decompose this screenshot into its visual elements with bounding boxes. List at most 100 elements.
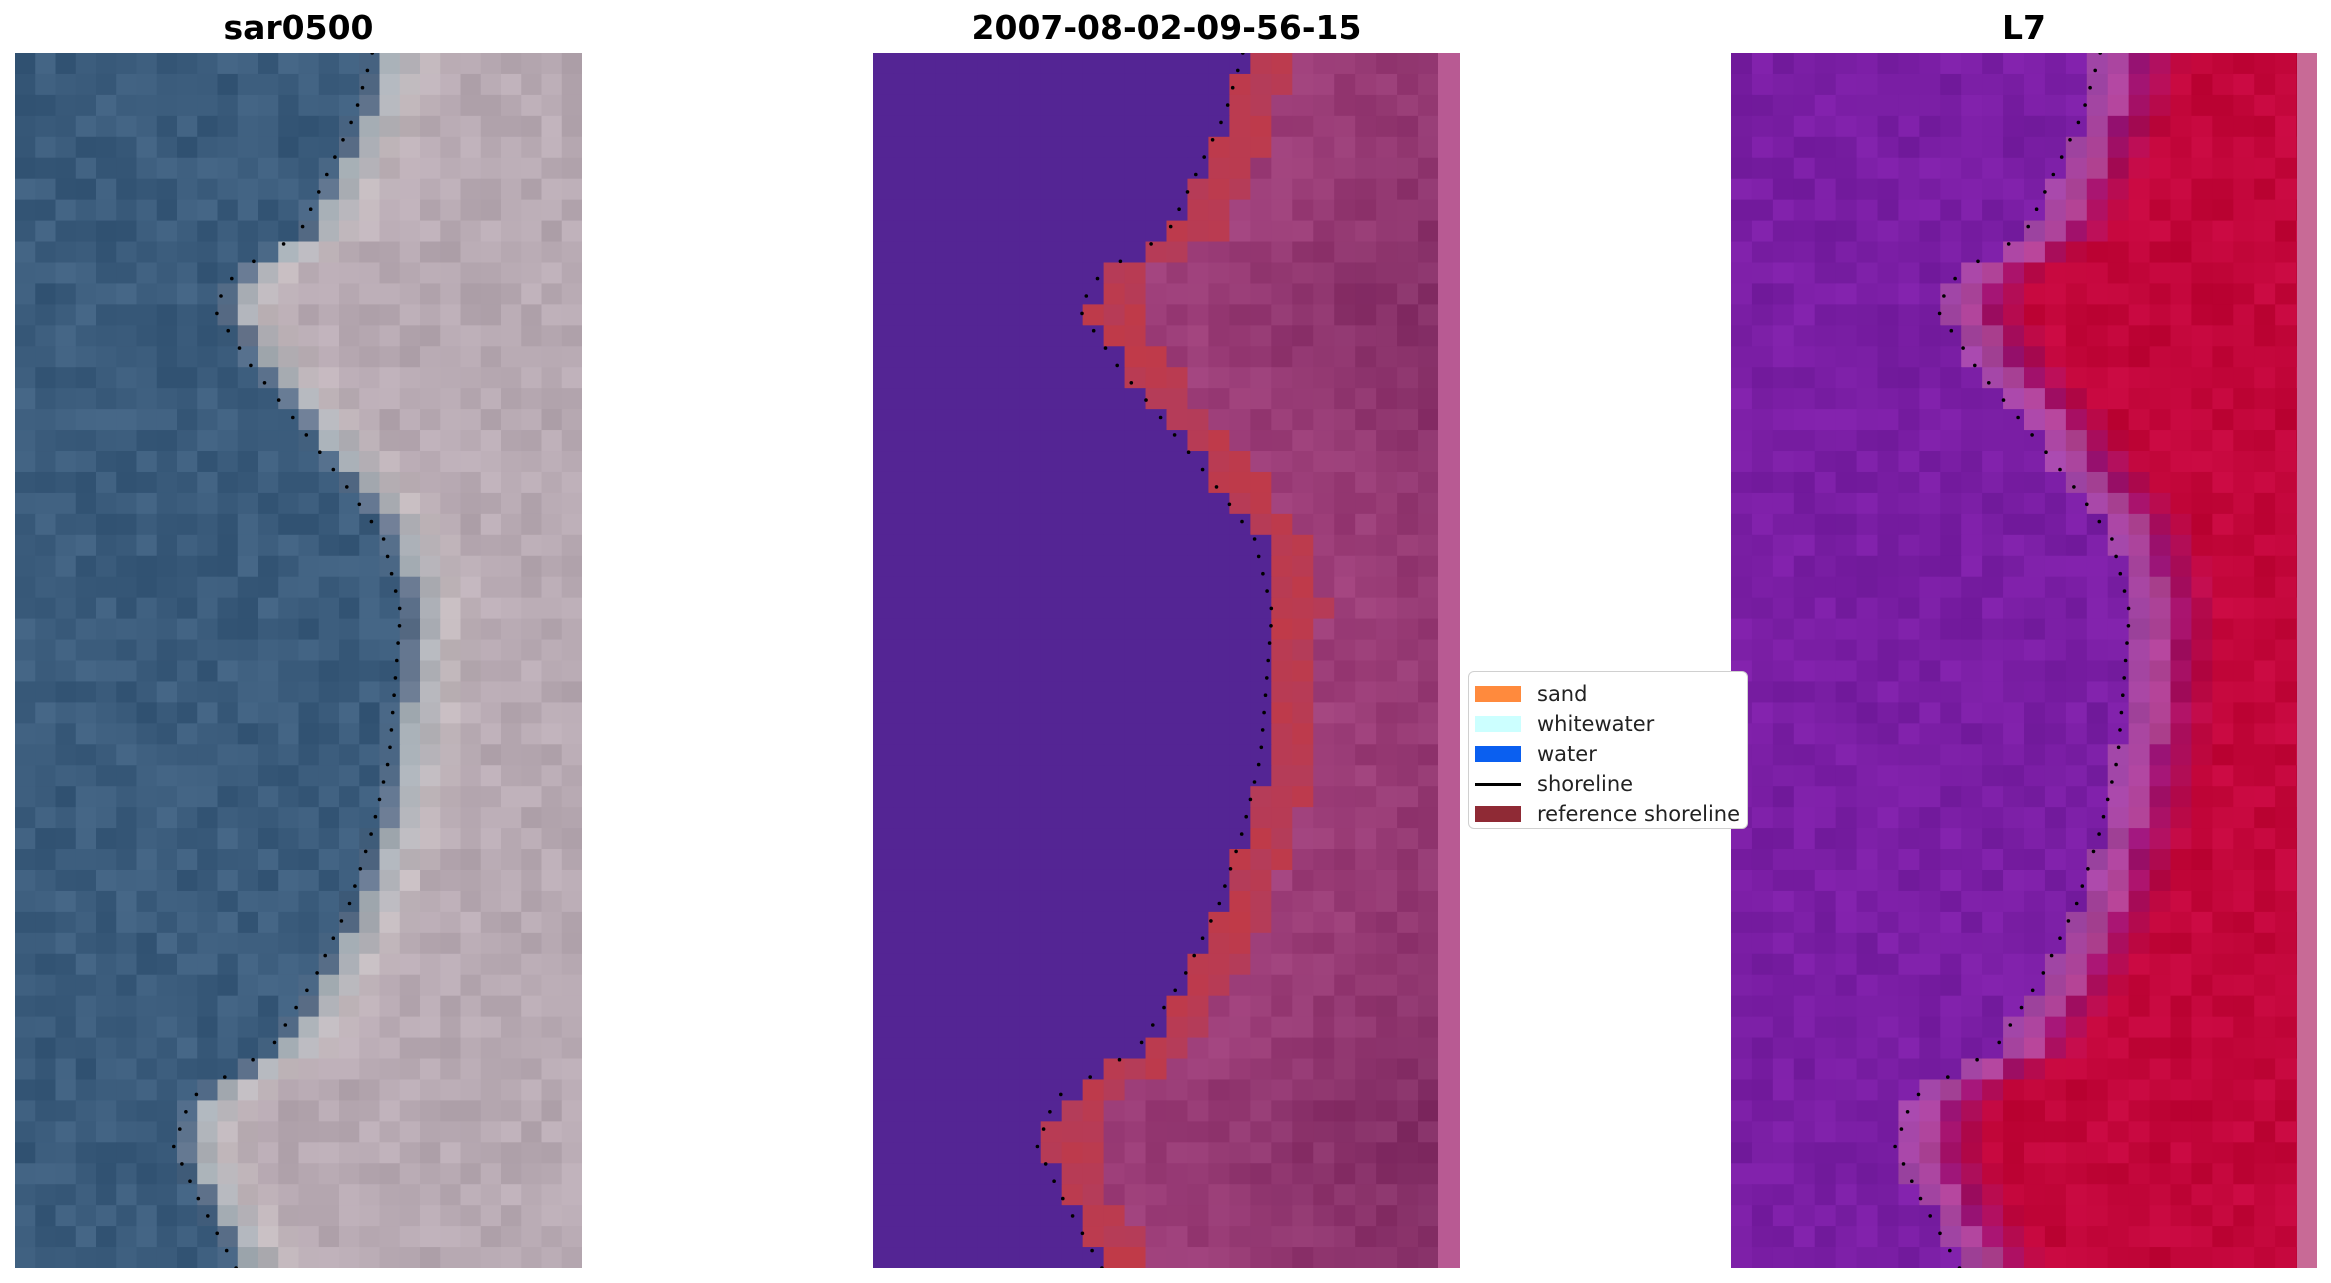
- raster-pixel: [2212, 702, 2234, 724]
- raster-pixel: [1982, 576, 2004, 599]
- raster-pixel: [460, 953, 482, 976]
- raster-pixel: [339, 1226, 360, 1248]
- raster-pixel: [1961, 786, 1983, 808]
- raster-pixel: [420, 828, 441, 850]
- shoreline-dot: [184, 1110, 188, 1114]
- raster-pixel: [1376, 1205, 1398, 1227]
- raster-pixel: [339, 1100, 360, 1122]
- raster-pixel: [75, 367, 97, 389]
- raster-pixel: [2212, 262, 2234, 285]
- raster-pixel: [1145, 911, 1168, 934]
- raster-pixel: [1397, 974, 1419, 997]
- raster-pixel: [116, 1247, 138, 1268]
- raster-pixel: [956, 1121, 979, 1143]
- raster-pixel: [2275, 430, 2297, 452]
- raster-pixel: [96, 409, 117, 431]
- raster-pixel: [561, 409, 582, 431]
- raster-pixel: [873, 995, 895, 1018]
- raster-pixel: [15, 1226, 36, 1248]
- raster-pixel: [1061, 304, 1084, 326]
- raster-pixel: [1082, 304, 1105, 326]
- raster-pixel: [2233, 1205, 2255, 1227]
- raster-pixel: [399, 199, 421, 222]
- raster-pixel: [1292, 1184, 1314, 1206]
- raster-pixel: [1061, 471, 1084, 494]
- raster-pixel: [1961, 241, 1983, 264]
- raster-pixel: [177, 262, 198, 285]
- shoreline-dot: [385, 554, 390, 559]
- raster-pixel: [1961, 660, 1983, 683]
- raster-pixel: [480, 555, 502, 578]
- raster-pixel: [1313, 534, 1335, 557]
- raster-pixel: [1731, 492, 1753, 515]
- raster-pixel: [1751, 367, 1774, 389]
- raster-pixel: [1376, 1037, 1398, 1060]
- raster-pixel: [116, 555, 138, 578]
- raster-pixel: [914, 828, 937, 850]
- raster-pixel: [1040, 262, 1063, 285]
- raster-pixel: [480, 807, 502, 829]
- raster-pixel: [177, 723, 198, 745]
- raster-pixel: [1355, 660, 1377, 683]
- raster-pixel: [521, 157, 543, 180]
- raster-pixel: [1898, 1037, 1920, 1060]
- raster-pixel: [956, 702, 979, 724]
- raster-pixel: [1397, 1058, 1419, 1081]
- raster-pixel: [1919, 1142, 1941, 1164]
- raster-pixel: [1751, 890, 1774, 913]
- raster-pixel: [956, 492, 979, 515]
- raster-pixel: [561, 367, 582, 389]
- raster-pixel: [2065, 1016, 2088, 1039]
- raster-pixel: [541, 1037, 563, 1060]
- raster-pixel: [55, 304, 77, 326]
- raster-pixel: [1919, 513, 1941, 536]
- raster-pixel: [935, 115, 958, 138]
- raster-pixel: [873, 199, 895, 222]
- raster-pixel: [1355, 849, 1377, 871]
- raster-pixel: [2275, 513, 2297, 536]
- raster-pixel: [1751, 597, 1774, 620]
- raster-pixel: [561, 1226, 582, 1248]
- raster-pixel: [480, 325, 502, 347]
- raster-pixel: [116, 744, 138, 766]
- raster-pixel: [75, 388, 97, 410]
- raster-pixel: [1355, 911, 1377, 934]
- raster-pixel: [379, 1226, 401, 1248]
- raster-pixel: [1250, 723, 1272, 745]
- raster-pixel: [1271, 995, 1293, 1018]
- raster-pixel: [217, 1142, 239, 1164]
- raster-pixel: [914, 471, 937, 494]
- shoreline-dot: [234, 1266, 238, 1268]
- raster-pixel: [1082, 890, 1105, 913]
- raster-pixel: [460, 471, 482, 494]
- raster-pixel: [2191, 869, 2213, 892]
- raster-pixel: [521, 849, 543, 871]
- raster-pixel: [1082, 1100, 1105, 1122]
- raster-pixel: [237, 388, 259, 410]
- raster-pixel: [399, 451, 421, 473]
- raster-pixel: [1835, 1163, 1858, 1185]
- raster-pixel: [2107, 597, 2130, 620]
- raster-pixel: [177, 974, 198, 997]
- raster-pixel: [1877, 953, 1900, 976]
- raster-pixel: [2086, 513, 2109, 536]
- raster-pixel: [136, 639, 158, 662]
- raster-pixel: [1271, 430, 1293, 452]
- raster-pixel: [1814, 1016, 1837, 1039]
- raster-pixel: [440, 1226, 462, 1248]
- raster-pixel: [480, 1121, 502, 1143]
- raster-pixel: [2128, 1163, 2151, 1185]
- raster-pixel: [480, 262, 502, 285]
- raster-pixel: [521, 555, 543, 578]
- raster-pixel: [339, 786, 360, 808]
- raster-pixel: [2107, 849, 2130, 871]
- raster-pixel: [2003, 1058, 2025, 1081]
- raster-pixel: [1793, 492, 1816, 515]
- raster-pixel: [359, 1226, 381, 1248]
- raster-pixel: [1019, 1016, 1042, 1039]
- raster-pixel: [1793, 765, 1816, 787]
- raster-pixel: [1961, 807, 1983, 829]
- raster-pixel: [998, 765, 1021, 787]
- raster-pixel: [2275, 53, 2297, 75]
- raster-pixel: [1292, 849, 1314, 871]
